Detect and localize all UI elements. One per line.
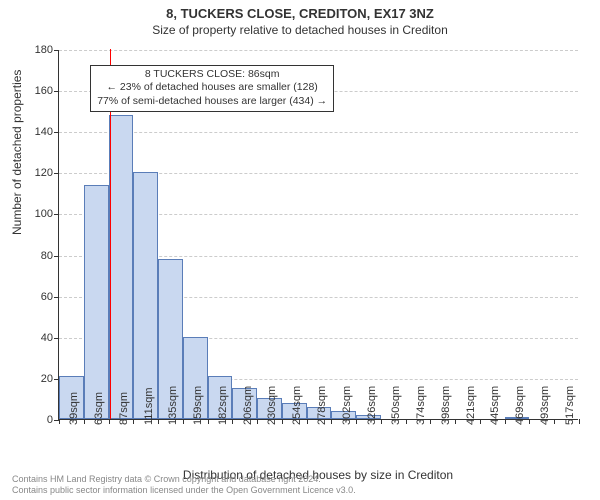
- chart-title: 8, TUCKERS CLOSE, CREDITON, EX17 3NZ: [0, 0, 600, 21]
- xtick-label: 230sqm: [266, 386, 278, 425]
- ytick-label: 0: [47, 414, 53, 426]
- xtick-mark: [158, 419, 159, 424]
- xtick-mark: [505, 419, 506, 424]
- xtick-mark: [480, 419, 481, 424]
- xtick-mark: [356, 419, 357, 424]
- xtick-mark: [257, 419, 258, 424]
- ytick-label: 160: [35, 85, 53, 97]
- ytick-mark: [54, 132, 59, 133]
- xtick-label: 87sqm: [118, 392, 130, 425]
- annotation-line-2: ← 23% of detached houses are smaller (12…: [97, 81, 327, 95]
- xtick-label: 63sqm: [93, 392, 105, 425]
- bar: [84, 185, 109, 419]
- ytick-mark: [54, 91, 59, 92]
- footer-attribution: Contains HM Land Registry data © Crown c…: [12, 474, 356, 496]
- xtick-label: 374sqm: [415, 386, 427, 425]
- bar: [109, 115, 134, 419]
- ytick-label: 80: [41, 250, 53, 262]
- xtick-mark: [208, 419, 209, 424]
- xtick-label: 445sqm: [489, 386, 501, 425]
- xtick-mark: [232, 419, 233, 424]
- xtick-mark: [554, 419, 555, 424]
- ytick-mark: [54, 338, 59, 339]
- y-axis-label: Number of detached properties: [10, 70, 24, 235]
- annotation-line-1: 8 TUCKERS CLOSE: 86sqm: [97, 68, 327, 82]
- xtick-label: 469sqm: [514, 386, 526, 425]
- chart-area: 8 TUCKERS CLOSE: 86sqm ← 23% of detached…: [58, 50, 578, 420]
- xtick-mark: [183, 419, 184, 424]
- ytick-mark: [54, 256, 59, 257]
- gridline: [59, 50, 578, 51]
- xtick-label: 278sqm: [316, 386, 328, 425]
- xtick-label: 111sqm: [143, 387, 155, 425]
- xtick-label: 493sqm: [539, 386, 551, 425]
- xtick-mark: [307, 419, 308, 424]
- xtick-mark: [529, 419, 530, 424]
- xtick-label: 302sqm: [341, 386, 353, 425]
- xtick-mark: [331, 419, 332, 424]
- ytick-label: 100: [35, 208, 53, 220]
- xtick-mark: [59, 419, 60, 424]
- xtick-label: 350sqm: [390, 386, 402, 425]
- xtick-mark: [109, 419, 110, 424]
- xtick-label: 39sqm: [68, 392, 80, 425]
- ytick-label: 20: [41, 373, 53, 385]
- xtick-label: 254sqm: [291, 386, 303, 425]
- ytick-label: 40: [41, 332, 53, 344]
- xtick-label: 398sqm: [440, 386, 452, 425]
- chart-subtitle: Size of property relative to detached ho…: [0, 23, 600, 37]
- xtick-label: 326sqm: [366, 386, 378, 425]
- xtick-label: 517sqm: [564, 386, 576, 425]
- xtick-label: 135sqm: [167, 386, 179, 425]
- plot-region: 8 TUCKERS CLOSE: 86sqm ← 23% of detached…: [58, 50, 578, 420]
- xtick-label: 159sqm: [192, 386, 204, 425]
- gridline: [59, 132, 578, 133]
- xtick-mark: [579, 419, 580, 424]
- xtick-mark: [282, 419, 283, 424]
- xtick-mark: [84, 419, 85, 424]
- ytick-label: 60: [41, 291, 53, 303]
- ytick-label: 140: [35, 126, 53, 138]
- annotation-box: 8 TUCKERS CLOSE: 86sqm ← 23% of detached…: [90, 65, 334, 112]
- ytick-label: 120: [35, 167, 53, 179]
- chart-container: 8, TUCKERS CLOSE, CREDITON, EX17 3NZ Siz…: [0, 0, 600, 500]
- ytick-mark: [54, 50, 59, 51]
- xtick-mark: [455, 419, 456, 424]
- xtick-label: 421sqm: [465, 386, 477, 425]
- ytick-mark: [54, 214, 59, 215]
- xtick-mark: [133, 419, 134, 424]
- xtick-label: 182sqm: [217, 386, 229, 425]
- xtick-mark: [381, 419, 382, 424]
- xtick-label: 206sqm: [242, 386, 254, 425]
- footer-line-2: Contains public sector information licen…: [12, 485, 356, 496]
- annotation-line-3: 77% of semi-detached houses are larger (…: [97, 95, 327, 109]
- footer-line-1: Contains HM Land Registry data © Crown c…: [12, 474, 356, 485]
- ytick-label: 180: [35, 44, 53, 56]
- bar: [133, 172, 158, 419]
- xtick-mark: [430, 419, 431, 424]
- ytick-mark: [54, 173, 59, 174]
- xtick-mark: [406, 419, 407, 424]
- ytick-mark: [54, 297, 59, 298]
